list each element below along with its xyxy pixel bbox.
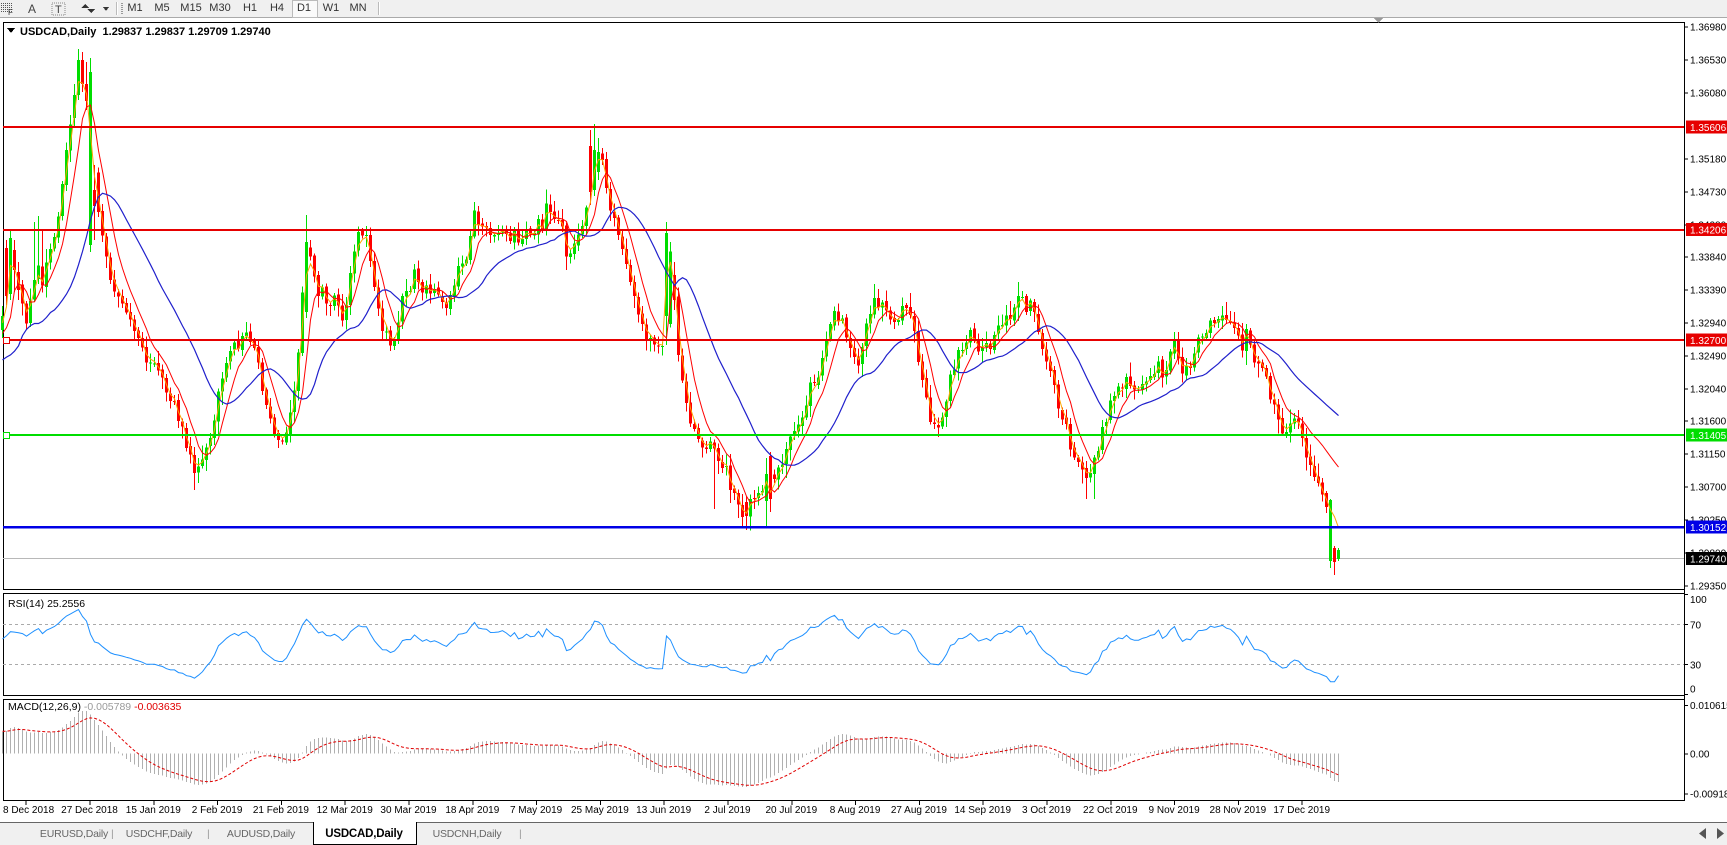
svg-text:1.34730: 1.34730 <box>1690 187 1727 198</box>
svg-text:1.35606: 1.35606 <box>1690 123 1727 134</box>
svg-text:F: F <box>8 8 13 17</box>
svg-text:1.29740: 1.29740 <box>1690 554 1727 565</box>
svg-text:1.34206: 1.34206 <box>1690 226 1727 237</box>
svg-text:9 Nov 2019: 9 Nov 2019 <box>1149 805 1201 816</box>
svg-text:1.31405: 1.31405 <box>1690 431 1727 442</box>
svg-text:28 Nov 2019: 28 Nov 2019 <box>1210 805 1267 816</box>
svg-text:1.32940: 1.32940 <box>1690 319 1727 330</box>
svg-text:22 Oct 2019: 22 Oct 2019 <box>1083 805 1138 816</box>
svg-text:1.30700: 1.30700 <box>1690 483 1727 494</box>
svg-text:RSI(14) 25.2556: RSI(14) 25.2556 <box>8 598 85 610</box>
svg-text:8 Dec 2018: 8 Dec 2018 <box>3 805 55 816</box>
svg-text:1.31600: 1.31600 <box>1690 417 1727 428</box>
svg-text:-0.009181: -0.009181 <box>1690 790 1727 801</box>
svg-text:1.36980: 1.36980 <box>1690 22 1727 33</box>
svg-text:0.010615: 0.010615 <box>1690 701 1727 712</box>
svg-text:1.35180: 1.35180 <box>1690 154 1727 165</box>
svg-text:1.33840: 1.33840 <box>1690 253 1727 264</box>
svg-text:USDCAD,Daily 1.29837 1.29837: USDCAD,Daily 1.29837 1.29837 1.29709 1.2… <box>20 26 271 38</box>
svg-text:70: 70 <box>1690 621 1702 632</box>
svg-text:1.31150: 1.31150 <box>1690 450 1726 461</box>
svg-text:27 Aug 2019: 27 Aug 2019 <box>891 805 948 816</box>
svg-text:1.36530: 1.36530 <box>1690 55 1727 66</box>
svg-text:0: 0 <box>1690 685 1696 696</box>
svg-text:21 Feb 2019: 21 Feb 2019 <box>253 805 310 816</box>
svg-text:2 Feb 2019: 2 Feb 2019 <box>192 805 243 816</box>
svg-text:15 Jan 2019: 15 Jan 2019 <box>126 805 181 816</box>
svg-text:18 Apr 2019: 18 Apr 2019 <box>445 805 499 816</box>
svg-text:100: 100 <box>1690 595 1707 606</box>
svg-text:1.32490: 1.32490 <box>1690 352 1727 363</box>
svg-text:2 Jul 2019: 2 Jul 2019 <box>704 805 751 816</box>
svg-text:T: T <box>55 4 62 16</box>
svg-text:12 Mar 2019: 12 Mar 2019 <box>317 805 374 816</box>
svg-text:1.36080: 1.36080 <box>1690 88 1727 99</box>
svg-text:1.32700: 1.32700 <box>1690 336 1727 347</box>
svg-text:MACD(12,26,9) -0.005789 -0.003: MACD(12,26,9) -0.005789 -0.003635 <box>8 701 182 713</box>
svg-text:3 Oct 2019: 3 Oct 2019 <box>1022 805 1071 816</box>
svg-text:13 Jun 2019: 13 Jun 2019 <box>636 805 691 816</box>
svg-text:27 Dec 2018: 27 Dec 2018 <box>61 805 118 816</box>
svg-text:0.00: 0.00 <box>1690 750 1710 761</box>
svg-text:17 Dec 2019: 17 Dec 2019 <box>1273 805 1330 816</box>
svg-text:7 May 2019: 7 May 2019 <box>510 805 563 816</box>
svg-text:1.29350: 1.29350 <box>1690 581 1727 592</box>
svg-text:30 Mar 2019: 30 Mar 2019 <box>380 805 437 816</box>
svg-text:30: 30 <box>1690 661 1702 672</box>
svg-text:1.32040: 1.32040 <box>1690 385 1727 396</box>
svg-text:A: A <box>28 2 36 16</box>
svg-text:1.33390: 1.33390 <box>1690 286 1727 297</box>
svg-text:8 Aug 2019: 8 Aug 2019 <box>830 805 881 816</box>
svg-text:25 May 2019: 25 May 2019 <box>571 805 629 816</box>
svg-text:14 Sep 2019: 14 Sep 2019 <box>954 805 1011 816</box>
svg-text:1.30152: 1.30152 <box>1690 523 1727 534</box>
svg-text:20 Jul 2019: 20 Jul 2019 <box>765 805 817 816</box>
